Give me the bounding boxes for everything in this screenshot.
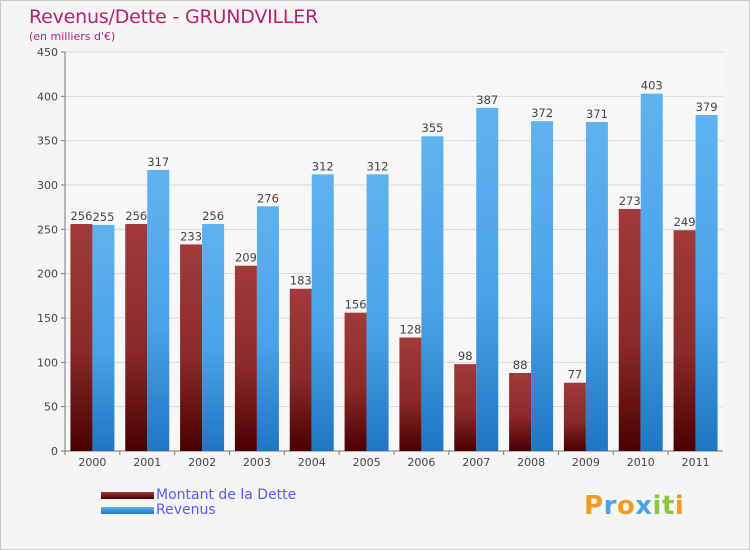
proxiti-logo: Proxiti	[584, 491, 684, 521]
legend-swatch-dette	[101, 491, 154, 499]
x-tick-label: 2007	[462, 456, 490, 469]
legend-label-dette: Montant de la Dette	[156, 487, 297, 503]
y-tick-label: 50	[44, 401, 58, 414]
bar-dette	[509, 372, 532, 451]
bar-dette	[344, 312, 367, 451]
logo-letter: i	[652, 491, 662, 521]
bar-dette	[180, 244, 203, 451]
data-label-revenus: 372	[531, 106, 553, 120]
data-label-dette: 256	[70, 209, 92, 223]
data-label-revenus: 379	[696, 100, 718, 114]
data-label-dette: 98	[458, 349, 473, 363]
data-label-revenus: 255	[92, 210, 114, 224]
x-tick-label: 2004	[298, 456, 326, 469]
bar-dette	[618, 208, 641, 451]
bar-revenus	[640, 93, 663, 451]
y-tick-label: 200	[37, 268, 58, 281]
data-label-dette: 77	[568, 368, 583, 382]
bar-revenus	[202, 224, 225, 451]
x-tick-label: 2002	[188, 456, 216, 469]
bar-dette	[289, 288, 312, 451]
bar-revenus	[147, 169, 170, 451]
data-label-revenus: 387	[476, 93, 498, 107]
bar-dette	[125, 224, 148, 451]
data-label-revenus: 355	[421, 121, 443, 135]
y-tick-label: 400	[37, 90, 58, 103]
logo-letter: o	[616, 491, 636, 521]
y-tick-label: 250	[37, 223, 58, 236]
x-tick-label: 2008	[517, 456, 545, 469]
y-tick-label: 300	[37, 179, 58, 192]
data-label-dette: 273	[619, 194, 641, 208]
logo-letter: P	[584, 491, 604, 521]
data-label-dette: 249	[674, 215, 696, 229]
logo-letter: i	[674, 491, 685, 521]
legend-item-revenus: Revenus	[101, 502, 216, 518]
x-tick-label: 2000	[78, 456, 106, 469]
data-label-dette: 156	[345, 298, 367, 312]
data-label-dette: 88	[513, 358, 528, 372]
data-label-dette: 128	[399, 323, 421, 337]
y-tick-label: 350	[37, 135, 58, 148]
bar-revenus	[531, 121, 554, 451]
plot-area	[65, 52, 723, 451]
logo-letter: r	[603, 491, 617, 521]
x-tick-label: 2009	[572, 456, 600, 469]
bar-revenus	[92, 224, 115, 451]
bar-dette	[70, 224, 93, 451]
data-label-revenus: 317	[147, 155, 169, 169]
legend-swatch-revenus	[101, 506, 154, 514]
legend-label-revenus: Revenus	[156, 502, 216, 518]
chart-title: Revenus/Dette - GRUNDVILLER	[29, 6, 319, 28]
y-tick-label: 450	[37, 46, 58, 59]
data-label-revenus: 403	[641, 79, 663, 93]
bar-revenus	[256, 206, 279, 451]
chart-subtitle: (en milliers d'€)	[29, 30, 116, 43]
bar-revenus	[311, 174, 334, 452]
y-tick-label: 0	[51, 445, 58, 458]
logo-letter: x	[635, 491, 653, 521]
data-label-revenus: 371	[586, 107, 608, 121]
x-tick-label: 2011	[682, 456, 710, 469]
bar-dette	[454, 364, 477, 451]
data-label-dette: 183	[290, 274, 312, 288]
bar-dette	[563, 382, 586, 451]
data-label-revenus: 256	[202, 209, 224, 223]
x-tick-label: 2006	[407, 456, 435, 469]
x-tick-label: 2001	[133, 456, 161, 469]
y-tick-label: 150	[37, 312, 58, 325]
data-label-dette: 209	[235, 251, 257, 265]
data-label-dette: 256	[125, 209, 147, 223]
legend-item-dette: Montant de la Dette	[101, 487, 297, 503]
bar-revenus	[585, 122, 608, 452]
bar-revenus	[695, 114, 718, 451]
logo-letter: t	[661, 491, 675, 521]
data-label-revenus: 312	[367, 159, 389, 173]
bar-revenus	[421, 136, 444, 451]
bar-dette	[234, 265, 257, 451]
x-tick-label: 2003	[243, 456, 271, 469]
bar-dette	[673, 230, 696, 451]
x-tick-label: 2010	[627, 456, 655, 469]
bar-revenus	[476, 107, 499, 452]
bar-revenus	[366, 174, 389, 452]
bar-dette	[399, 337, 422, 451]
data-label-revenus: 276	[257, 191, 279, 205]
y-tick-label: 100	[37, 356, 58, 369]
data-label-dette: 233	[180, 229, 202, 243]
data-label-revenus: 312	[312, 159, 334, 173]
x-tick-label: 2005	[353, 456, 381, 469]
